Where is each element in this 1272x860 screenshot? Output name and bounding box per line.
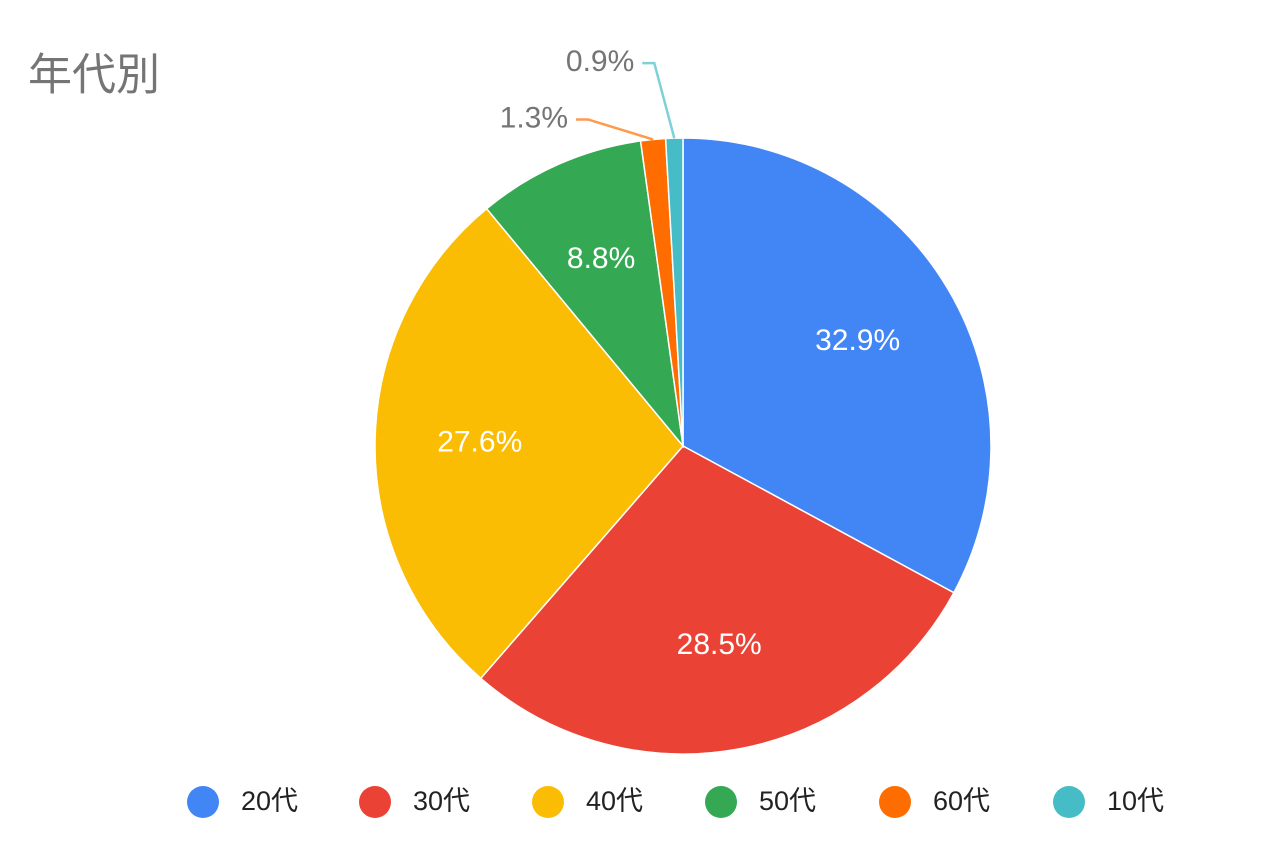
leader-line <box>576 118 654 141</box>
leader-line <box>642 61 676 139</box>
legend-marker <box>705 786 737 818</box>
legend-marker <box>532 786 564 818</box>
legend-marker <box>879 786 911 818</box>
pie-slice <box>374 207 684 680</box>
legend-label: 60代 <box>933 786 990 816</box>
slice-label: 28.5% <box>677 628 762 661</box>
pie-slice <box>479 445 955 755</box>
slice-label: 0.9% <box>566 45 634 78</box>
legend-label: 50代 <box>759 786 816 816</box>
slice-label: 27.6% <box>437 425 522 458</box>
legend-marker <box>359 786 391 818</box>
legend-label: 10代 <box>1107 786 1164 816</box>
slice-label: 1.3% <box>500 101 568 134</box>
legend-label: 20代 <box>241 786 298 816</box>
chart-title: 年代別 <box>28 51 160 100</box>
slice-label: 32.9% <box>815 324 900 357</box>
legend-marker <box>1053 786 1085 818</box>
pie-slice <box>485 140 685 449</box>
legend-marker <box>187 786 219 818</box>
pie-slice <box>682 137 992 594</box>
slice-label: 8.8% <box>567 242 635 275</box>
legend-label: 30代 <box>413 786 470 816</box>
legend-label: 40代 <box>586 786 643 816</box>
